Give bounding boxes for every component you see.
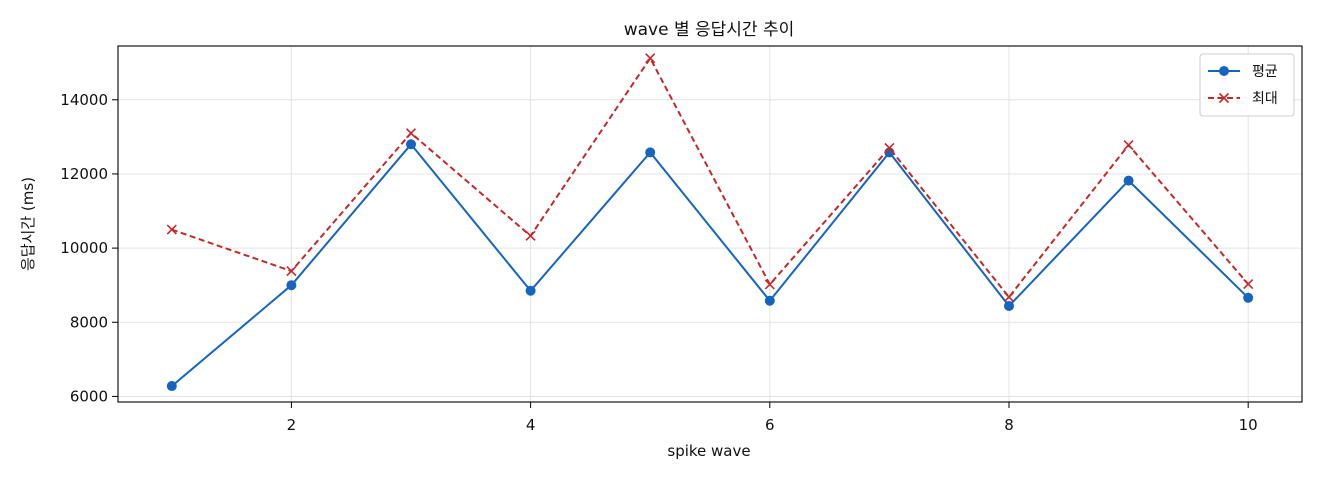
data-point — [525, 230, 536, 241]
data-point — [1123, 139, 1134, 151]
data-point — [286, 266, 297, 277]
y-tick-label: 8000 — [70, 313, 108, 331]
data-point — [166, 224, 177, 235]
series-max — [166, 53, 1254, 303]
x-tick-label: 2 — [287, 416, 297, 434]
data-point — [645, 53, 656, 64]
data-point — [1243, 279, 1254, 290]
x-axis-ticks: 2 4 6 8 10 — [287, 402, 1258, 434]
grid — [118, 46, 1302, 402]
x-tick-label: 10 — [1239, 416, 1258, 434]
legend-entry: 최대 — [1208, 91, 1278, 107]
data-point — [286, 280, 297, 291]
series-avg — [166, 139, 1254, 392]
legend-label: 평균 — [1252, 64, 1278, 80]
data-point — [764, 279, 775, 290]
series-group — [166, 53, 1254, 392]
x-tick-label: 8 — [1004, 416, 1014, 434]
data-point — [1003, 300, 1014, 311]
data-point — [406, 139, 417, 150]
series-line — [171, 57, 1249, 299]
data-point — [764, 295, 775, 306]
data-point — [166, 381, 177, 392]
data-point — [525, 285, 536, 296]
data-point — [1243, 292, 1254, 303]
y-axis-label: 응답시간 (ms) — [19, 177, 37, 271]
chart-title: wave 별 응답시간 추이 — [624, 20, 795, 40]
data-point — [1003, 291, 1015, 303]
x-tick-label: 4 — [526, 416, 536, 434]
y-tick-label: 6000 — [70, 387, 108, 405]
plot-area-frame — [117, 45, 1303, 403]
series-line — [171, 143, 1249, 387]
data-point — [884, 142, 895, 154]
legend-entry: 평균 — [1208, 64, 1278, 80]
x-axis-label: spike wave — [667, 442, 750, 460]
legend-marker — [1219, 66, 1229, 76]
data-point — [405, 128, 417, 139]
y-tick-label: 10000 — [60, 239, 108, 257]
legend-box — [1199, 53, 1295, 117]
data-point — [645, 147, 656, 158]
data-point — [1123, 175, 1134, 186]
legend-label: 최대 — [1252, 91, 1278, 107]
y-tick-label: 14000 — [60, 91, 108, 109]
legend-marker — [1218, 92, 1230, 104]
x-tick-label: 6 — [765, 416, 775, 434]
y-tick-label: 12000 — [60, 165, 108, 183]
y-axis-ticks: 6000 8000 10000 12000 14000 — [60, 91, 118, 405]
